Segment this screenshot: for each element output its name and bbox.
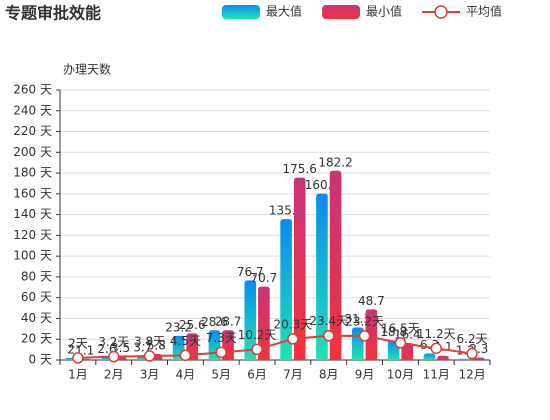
y-tick-label: 60 天 xyxy=(21,290,52,304)
avg-value-label: 3.8天 xyxy=(134,335,165,349)
avg-point xyxy=(108,350,120,363)
x-tick-label: 4月 xyxy=(176,368,196,382)
avg-line xyxy=(77,334,473,359)
avg-point xyxy=(72,352,84,364)
x-tick-label: 8月 xyxy=(319,368,339,382)
bar xyxy=(401,342,414,360)
y-axis-label: 办理天数 xyxy=(63,62,111,77)
bar-value-label: 76.7 xyxy=(237,265,264,279)
legend-item[interactable]: 最大值 xyxy=(222,4,302,20)
x-tick-label: 6月 xyxy=(247,368,267,382)
y-tick-label: 160 天 xyxy=(13,186,52,200)
bar xyxy=(473,357,485,360)
avg-point xyxy=(358,330,371,342)
bar xyxy=(365,309,378,360)
x-tick-label: 3月 xyxy=(140,368,160,382)
y-tick-label: 80 天 xyxy=(21,269,52,283)
avg-value-label: 23.2天 xyxy=(345,314,384,328)
legend-item[interactable]: 平均值 xyxy=(422,4,502,19)
x-tick-label: 5月 xyxy=(211,368,231,382)
bar-value-label: 182.2 xyxy=(318,155,352,169)
bar xyxy=(423,353,436,360)
legend-item[interactable]: 最小值 xyxy=(322,4,402,20)
legend-label: 最小值 xyxy=(366,4,402,19)
legend-swatch xyxy=(322,5,361,19)
avg-value-label: 2天 xyxy=(68,336,88,350)
x-tick-label: 1月 xyxy=(68,368,88,382)
avg-point xyxy=(394,337,407,349)
bar-value-label: 25.6 xyxy=(179,318,206,332)
bar xyxy=(316,193,328,360)
y-tick-label: 260 天 xyxy=(13,83,52,97)
legend-swatch xyxy=(222,5,260,19)
bar-value-label: 48.7 xyxy=(358,294,385,308)
x-tick-label: 7月 xyxy=(283,368,303,382)
legend-label: 最大值 xyxy=(266,4,302,19)
avg-value-label: 6.2天 xyxy=(457,332,488,346)
avg-point xyxy=(215,346,227,359)
legend-swatch xyxy=(434,5,448,19)
y-tick-label: 0 天 xyxy=(29,353,52,367)
y-tick-label: 240 天 xyxy=(13,103,52,117)
bar xyxy=(244,280,257,360)
avg-value-label: 7.3天 xyxy=(206,331,237,345)
bar-value-label: 28.6 xyxy=(201,315,228,329)
x-tick-label: 10月 xyxy=(387,368,414,382)
bar xyxy=(437,355,449,360)
avg-value-label: 4.5天 xyxy=(170,334,201,348)
bar-value-label: 28.7 xyxy=(215,315,242,329)
bar-value-label: 2 xyxy=(67,342,75,356)
x-tick-label: 12月 xyxy=(458,368,485,382)
y-tick-label: 220 天 xyxy=(13,124,52,138)
y-tick-label: 180 天 xyxy=(13,166,52,180)
bar-value-label: 18.8 xyxy=(380,325,407,339)
x-tick-label: 2月 xyxy=(104,368,124,382)
avg-value-label: 11.2天 xyxy=(417,327,456,341)
bar-value-label: 175.6 xyxy=(283,162,317,176)
bar-value-label: 5.8 xyxy=(147,338,166,352)
y-tick-label: 100 天 xyxy=(13,249,52,263)
bar-value-label: 31.3 xyxy=(344,312,371,326)
avg-value-label: 3.2天 xyxy=(98,335,129,349)
y-tick-label: 20 天 xyxy=(21,332,52,346)
avg-point xyxy=(143,350,156,362)
chart-title: 专题审批效能 xyxy=(5,4,101,23)
y-tick-label: 120 天 xyxy=(13,228,52,242)
avg-point xyxy=(179,349,192,362)
y-tick-label: 40 天 xyxy=(21,311,52,325)
x-tick-label: 9月 xyxy=(355,368,375,382)
avg-point xyxy=(323,329,335,342)
avg-value-label: 10.2天 xyxy=(238,328,277,342)
avg-point xyxy=(287,333,299,345)
legend-label: 平均值 xyxy=(466,4,502,19)
y-tick-label: 200 天 xyxy=(13,145,52,159)
bar-value-label: 70.7 xyxy=(251,271,278,285)
bar-value-label: 23.2 xyxy=(165,320,192,334)
avg-point xyxy=(430,342,442,355)
bar xyxy=(459,358,472,360)
bar xyxy=(280,219,292,360)
avg-point xyxy=(251,343,263,356)
avg-value-label: 23.4天 xyxy=(309,314,348,328)
bar xyxy=(258,286,270,360)
bar xyxy=(329,170,342,360)
x-tick-label: 11月 xyxy=(423,368,450,382)
bar xyxy=(293,177,306,360)
avg-value-label: 20.3天 xyxy=(274,317,313,331)
y-tick-label: 140 天 xyxy=(13,207,52,221)
avg-value-label: 16.5天 xyxy=(381,321,420,335)
avg-point xyxy=(466,347,478,360)
